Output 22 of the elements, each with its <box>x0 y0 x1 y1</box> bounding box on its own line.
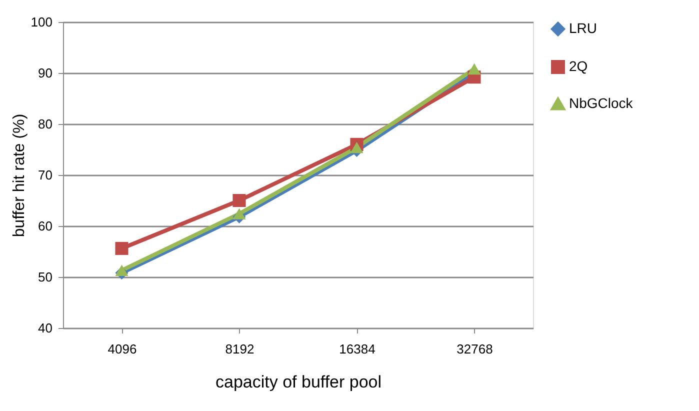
y-tick-label: 50 <box>38 270 52 284</box>
x-tick-label: 32768 <box>456 342 493 356</box>
legend-label: LRU <box>569 20 598 36</box>
legend-label: 2Q <box>569 58 588 74</box>
point <box>350 142 364 154</box>
point <box>232 194 246 208</box>
y-axis-title: buffer hit rate (%) <box>10 114 28 238</box>
x-tick-label: 4096 <box>108 342 137 356</box>
y-tick-label: 60 <box>38 218 52 234</box>
y-tick-label: 40 <box>38 320 52 336</box>
x-tick-label: 16384 <box>339 342 376 356</box>
point <box>115 242 128 255</box>
x-axis-title: capacity of buffer pool <box>215 372 382 392</box>
y-tick-label: 70 <box>38 168 52 182</box>
point <box>115 264 128 276</box>
y-tick-label: 80 <box>38 116 52 132</box>
legend-label: NbGClock <box>569 95 634 111</box>
point <box>468 63 481 75</box>
y-tick-label: 90 <box>38 66 52 80</box>
point <box>232 208 246 220</box>
y-tick-label: 100 <box>30 14 52 30</box>
x-tick-label: 8192 <box>225 342 254 356</box>
